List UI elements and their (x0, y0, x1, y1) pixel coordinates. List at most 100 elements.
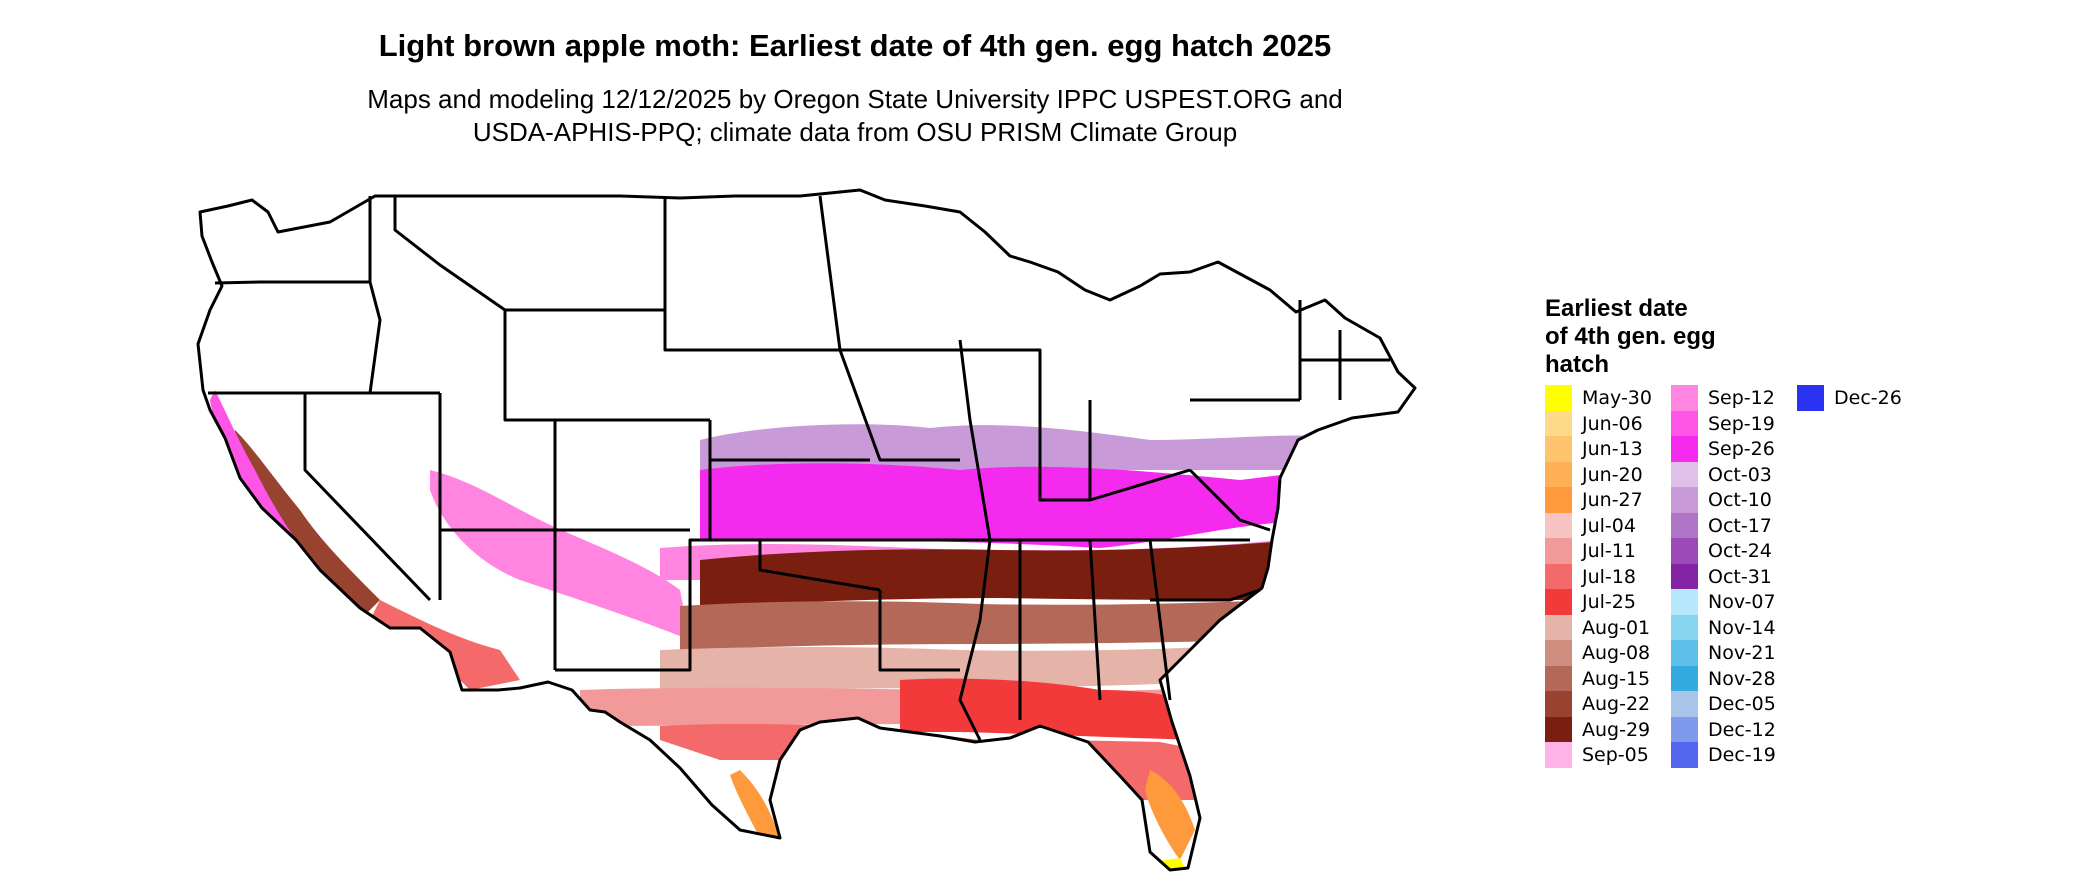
legend-label: Jul-18 (1582, 565, 1636, 588)
legend-swatch (1545, 461, 1572, 488)
band-aug-29 (700, 540, 1300, 606)
legend-label: May-30 (1582, 387, 1652, 409)
legend-label: Dec-05 (1708, 693, 1776, 715)
legend-swatch (1671, 385, 1698, 411)
band-aug-01 (660, 644, 1270, 690)
legend-item: Nov-28 (1671, 665, 1776, 692)
legend-swatch (1671, 436, 1698, 462)
legend-item: Sep-05 (1545, 742, 1649, 768)
legend-item: Jul-11 (1545, 538, 1636, 564)
legend-swatch (1671, 691, 1698, 717)
legend-item: Jun-06 (1545, 410, 1643, 437)
ia-mo-border (838, 349, 960, 462)
legend-label: Jun-27 (1582, 489, 1643, 511)
legend-label: Aug-22 (1582, 693, 1651, 715)
legend-swatch (1671, 512, 1698, 539)
legend-label: Nov-21 (1708, 642, 1776, 664)
legend-swatch (1545, 436, 1572, 462)
ok-tx-border (758, 540, 881, 592)
legend-swatch (1545, 665, 1572, 692)
legend-label: Nov-28 (1708, 667, 1776, 690)
legend-item: Jul-04 (1545, 512, 1636, 539)
legend-swatch (1545, 716, 1572, 743)
legend-item: Dec-26 (1797, 385, 1902, 411)
legend-label: Dec-12 (1708, 718, 1776, 741)
legend-item: Sep-12 (1671, 385, 1775, 411)
legend-item: Jun-13 (1545, 436, 1643, 462)
legend-label: Dec-26 (1834, 387, 1902, 409)
us-egg-hatch-map (196, 188, 1417, 872)
legend-title-line: hatch (1545, 351, 1610, 378)
legend-swatch (1671, 665, 1698, 692)
state-borders (196, 188, 1417, 872)
map-subtitle-line-1: Maps and modeling 12/12/2025 by Oregon S… (367, 84, 1343, 114)
map-subtitle-line-2: USDA-APHIS-PPQ; climate data from OSU PR… (472, 117, 1238, 147)
legend-swatch (1797, 385, 1824, 411)
legend-item: Nov-14 (1671, 614, 1776, 641)
hatch-date-bands (198, 190, 1415, 870)
legend-title: Earliest date of 4th gen. egg hatch (1545, 295, 1785, 379)
legend-swatch (1671, 716, 1698, 743)
legend-swatch (1545, 640, 1572, 666)
legend-item: Nov-21 (1671, 640, 1776, 666)
legend-item: Aug-15 (1545, 665, 1650, 692)
legend-item: Dec-12 (1671, 716, 1776, 743)
legend-title-line: Earliest date (1545, 295, 1688, 322)
legend-item: Oct-03 (1671, 461, 1772, 488)
legend-item: Aug-01 (1545, 614, 1651, 641)
legend-label: Nov-14 (1708, 616, 1776, 639)
legend-item: Aug-22 (1545, 691, 1650, 717)
legend-swatch (1545, 538, 1572, 564)
legend-swatch (1545, 487, 1572, 513)
legend-swatch (1671, 742, 1698, 768)
legend-item: Aug-08 (1545, 640, 1650, 666)
legend-swatch (1671, 487, 1698, 513)
legend-title-line: of 4th gen. egg (1545, 323, 1716, 350)
legend-swatch (1545, 410, 1572, 437)
legend-label: Aug-01 (1582, 616, 1651, 639)
legend-swatch (1671, 614, 1698, 641)
us-outline (196, 188, 1417, 872)
legend-swatch (1545, 385, 1572, 411)
legend-item: Nov-07 (1671, 589, 1776, 615)
legend-swatch (1545, 589, 1572, 615)
legend-label: Sep-19 (1708, 412, 1775, 435)
legend-label: Oct-10 (1708, 489, 1772, 511)
legend-label: Jul-04 (1582, 514, 1636, 537)
legend-label: Jun-13 (1582, 438, 1643, 460)
legend-label: Jul-11 (1582, 540, 1636, 562)
legend-item: May-30 (1545, 385, 1652, 411)
ar-la-border (878, 590, 960, 672)
tn-ms-al-ga-border (1018, 539, 1172, 720)
band-sep-26 (700, 463, 1340, 548)
legend-item: Jun-27 (1545, 487, 1643, 513)
map-title: Light brown apple moth: Earliest date of… (378, 28, 1332, 63)
legend-item: Oct-31 (1671, 563, 1772, 590)
legend-item: Oct-10 (1671, 487, 1772, 513)
legend-swatch (1671, 563, 1698, 590)
legend-label: Sep-26 (1708, 438, 1775, 460)
co-wy-border (503, 310, 710, 422)
legend-label: Aug-08 (1582, 642, 1651, 664)
legend-swatch (1545, 614, 1572, 641)
band-california-brown (232, 430, 380, 620)
legend-swatch (1545, 691, 1572, 717)
id-border (368, 196, 382, 394)
legend-item: Oct-24 (1671, 538, 1772, 564)
legend-item: Jun-20 (1545, 461, 1643, 488)
band-jul-25 (900, 678, 1230, 740)
legend-label: Sep-12 (1708, 387, 1775, 409)
band-california-pink (210, 390, 300, 555)
legend-item: Oct-17 (1671, 512, 1772, 539)
legend-label: Nov-07 (1708, 591, 1776, 613)
legend-label: Oct-17 (1708, 514, 1772, 537)
legend-label: Dec-19 (1708, 744, 1776, 766)
legend-swatch (1671, 410, 1698, 437)
legend-label: Jun-06 (1582, 412, 1643, 435)
legend-item: Dec-05 (1671, 691, 1776, 717)
legend-swatch (1671, 640, 1698, 666)
legend-label: Jul-25 (1582, 591, 1636, 613)
legend-label: Aug-29 (1582, 718, 1651, 741)
legend-item: Jul-25 (1545, 589, 1636, 615)
legend-item: Dec-19 (1671, 742, 1776, 768)
